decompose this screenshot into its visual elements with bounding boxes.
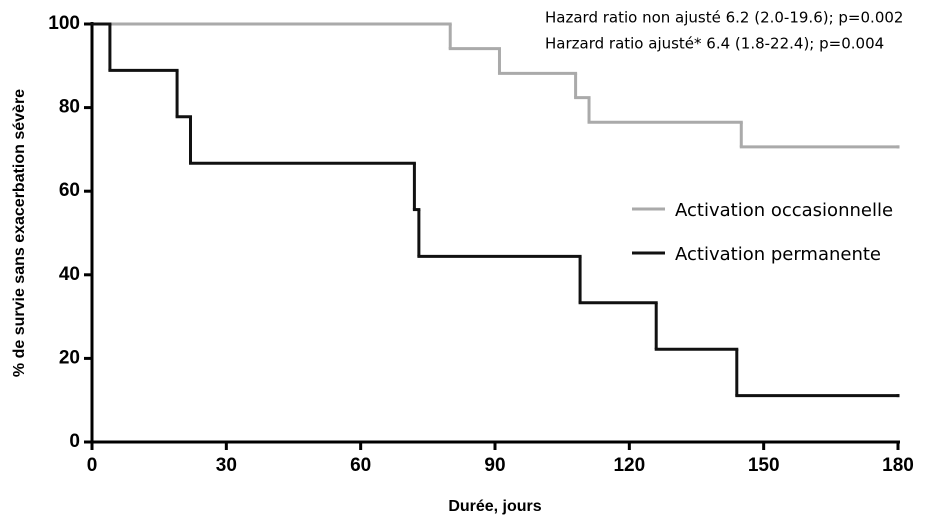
x-tick-label: 180: [882, 455, 914, 476]
y-tick-label: 60: [59, 180, 80, 201]
legend-label: Activation permanente: [675, 244, 881, 265]
x-tick-label: 150: [748, 455, 780, 476]
y-tick-label: 20: [59, 347, 80, 368]
x-tick-label: 120: [613, 455, 645, 476]
x-tick-label: 90: [484, 455, 505, 476]
x-tick-label: 30: [216, 455, 237, 476]
y-tick-label: 100: [48, 13, 80, 34]
y-tick-label: 40: [59, 264, 80, 285]
y-tick-label: 80: [59, 97, 80, 118]
y-tick-label: 0: [69, 431, 80, 452]
annotation: Hazard ratio non ajusté 6.2 (2.0-19.6); …: [545, 9, 903, 27]
x-axis-label: Durée, jours: [448, 498, 541, 515]
y-axis-label: % de survie sans exacerbation sévère: [11, 89, 28, 377]
legend-label: Activation occasionnelle: [675, 200, 893, 221]
x-tick-label: 60: [350, 455, 371, 476]
annotation: Harzard ratio ajusté* 6.4 (1.8-22.4); p=…: [545, 35, 884, 53]
x-tick-label: 0: [87, 455, 98, 476]
